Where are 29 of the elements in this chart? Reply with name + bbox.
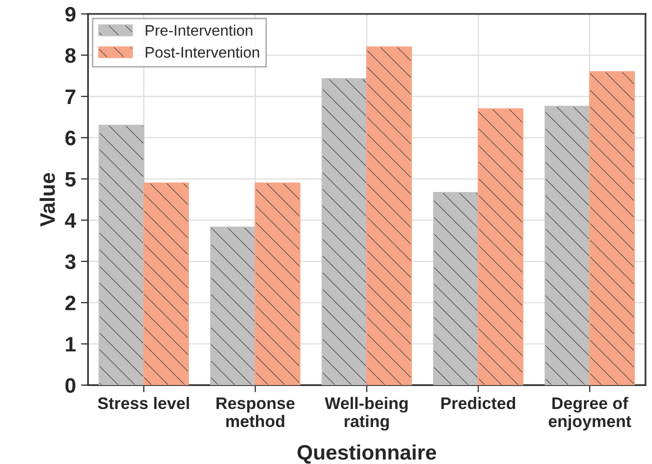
bar: [322, 78, 368, 386]
x-tick-label: Stress level: [98, 396, 189, 410]
y-tick-label: 2: [65, 296, 76, 310]
x-axis-title: Questionnaire: [298, 444, 436, 464]
x-tick-label: Degree of enjoyment: [548, 396, 632, 430]
bar: [98, 124, 144, 386]
x-tick-label: Response method: [216, 398, 295, 428]
y-tick-label: 6: [65, 130, 76, 146]
bar: [143, 182, 189, 386]
x-tick-label: Well-being rating: [324, 396, 408, 431]
bar: [254, 182, 300, 386]
bar: [478, 108, 524, 386]
bar: [210, 226, 256, 386]
legend-label: Pre-Intervention: [146, 24, 252, 36]
y-tick-label: 9: [65, 6, 76, 22]
y-tick-label: 3: [65, 254, 76, 270]
y-tick-label: 4: [64, 213, 76, 228]
y-tick-label: 5: [65, 172, 76, 187]
y-tick-label: 0: [65, 378, 76, 393]
y-axis-title: Value: [40, 173, 55, 227]
bar: [433, 192, 479, 386]
x-tick-label: Predicted: [441, 396, 516, 410]
bar: [544, 106, 590, 386]
y-tick-label: 1: [66, 337, 76, 352]
legend-label: Post-Intervention: [146, 46, 260, 58]
y-tick-label: 7: [66, 90, 76, 104]
y-tick-label: 8: [65, 48, 76, 63]
bar: [366, 46, 412, 386]
bar: [589, 71, 635, 386]
